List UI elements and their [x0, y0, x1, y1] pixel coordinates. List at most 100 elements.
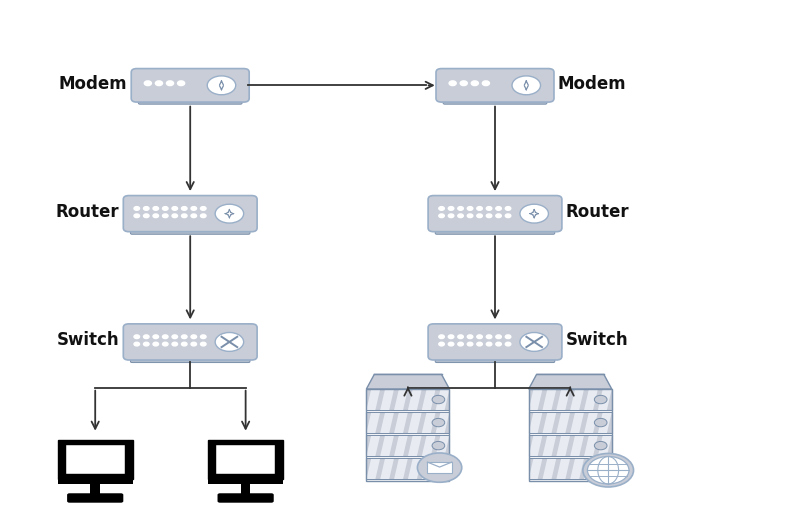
FancyBboxPatch shape: [58, 440, 133, 479]
Circle shape: [172, 335, 178, 338]
FancyBboxPatch shape: [208, 440, 283, 479]
FancyBboxPatch shape: [241, 484, 250, 495]
Polygon shape: [422, 458, 436, 479]
Polygon shape: [380, 412, 394, 433]
FancyBboxPatch shape: [529, 389, 612, 410]
Text: Router: Router: [56, 203, 119, 221]
Polygon shape: [366, 458, 380, 479]
Circle shape: [191, 214, 197, 218]
Circle shape: [166, 81, 174, 86]
Circle shape: [178, 81, 185, 86]
FancyBboxPatch shape: [436, 69, 554, 102]
Circle shape: [506, 335, 511, 338]
FancyBboxPatch shape: [366, 435, 450, 456]
Circle shape: [458, 335, 463, 338]
FancyBboxPatch shape: [208, 479, 283, 484]
Polygon shape: [394, 458, 408, 479]
Text: Switch: Switch: [57, 331, 119, 350]
Circle shape: [448, 342, 454, 346]
Polygon shape: [436, 435, 450, 456]
Circle shape: [506, 214, 511, 218]
Polygon shape: [408, 412, 422, 433]
Circle shape: [486, 214, 492, 218]
Circle shape: [496, 214, 502, 218]
Polygon shape: [436, 389, 450, 410]
Circle shape: [182, 335, 187, 338]
Polygon shape: [542, 458, 556, 479]
Polygon shape: [584, 435, 598, 456]
FancyBboxPatch shape: [131, 69, 249, 102]
Circle shape: [477, 335, 482, 338]
Circle shape: [448, 206, 454, 210]
Polygon shape: [570, 435, 584, 456]
Circle shape: [486, 206, 492, 210]
Circle shape: [496, 342, 502, 346]
FancyBboxPatch shape: [130, 354, 250, 363]
Circle shape: [448, 335, 454, 338]
Polygon shape: [556, 435, 570, 456]
Circle shape: [458, 342, 463, 346]
Circle shape: [162, 342, 168, 346]
Circle shape: [506, 206, 511, 210]
FancyBboxPatch shape: [529, 458, 612, 479]
Polygon shape: [584, 412, 598, 433]
Circle shape: [153, 335, 158, 338]
Circle shape: [467, 335, 473, 338]
Polygon shape: [584, 458, 598, 479]
Circle shape: [520, 204, 549, 223]
FancyBboxPatch shape: [67, 493, 123, 503]
Circle shape: [191, 342, 197, 346]
Polygon shape: [422, 435, 436, 456]
Circle shape: [477, 206, 482, 210]
Text: Switch: Switch: [566, 331, 629, 350]
Circle shape: [477, 214, 482, 218]
Circle shape: [155, 81, 162, 86]
Polygon shape: [408, 389, 422, 410]
Circle shape: [418, 453, 462, 483]
Polygon shape: [570, 412, 584, 433]
Circle shape: [134, 214, 139, 218]
Circle shape: [201, 206, 206, 210]
FancyBboxPatch shape: [138, 96, 242, 104]
FancyBboxPatch shape: [529, 435, 612, 456]
Polygon shape: [584, 389, 598, 410]
Circle shape: [201, 342, 206, 346]
Circle shape: [191, 335, 197, 338]
Circle shape: [191, 206, 197, 210]
Circle shape: [215, 204, 244, 223]
Circle shape: [432, 442, 445, 450]
Polygon shape: [366, 375, 450, 389]
Circle shape: [477, 342, 482, 346]
Circle shape: [182, 214, 187, 218]
Polygon shape: [408, 435, 422, 456]
Circle shape: [594, 395, 607, 404]
Circle shape: [458, 214, 463, 218]
FancyBboxPatch shape: [123, 196, 257, 232]
FancyBboxPatch shape: [366, 389, 450, 410]
FancyBboxPatch shape: [366, 412, 450, 433]
Circle shape: [460, 81, 467, 86]
Circle shape: [144, 81, 151, 86]
Circle shape: [182, 342, 187, 346]
Circle shape: [467, 214, 473, 218]
Circle shape: [458, 206, 463, 210]
Polygon shape: [542, 412, 556, 433]
Polygon shape: [529, 375, 612, 389]
Polygon shape: [556, 389, 570, 410]
Circle shape: [201, 335, 206, 338]
FancyBboxPatch shape: [435, 226, 554, 234]
Circle shape: [162, 214, 168, 218]
Circle shape: [207, 76, 236, 95]
Circle shape: [432, 418, 445, 427]
Circle shape: [438, 342, 444, 346]
Polygon shape: [529, 435, 542, 456]
Circle shape: [496, 335, 502, 338]
Circle shape: [143, 206, 149, 210]
Circle shape: [471, 81, 478, 86]
Polygon shape: [556, 458, 570, 479]
Circle shape: [143, 342, 149, 346]
Polygon shape: [570, 458, 584, 479]
Polygon shape: [529, 389, 542, 410]
FancyBboxPatch shape: [428, 324, 562, 360]
Polygon shape: [380, 435, 394, 456]
